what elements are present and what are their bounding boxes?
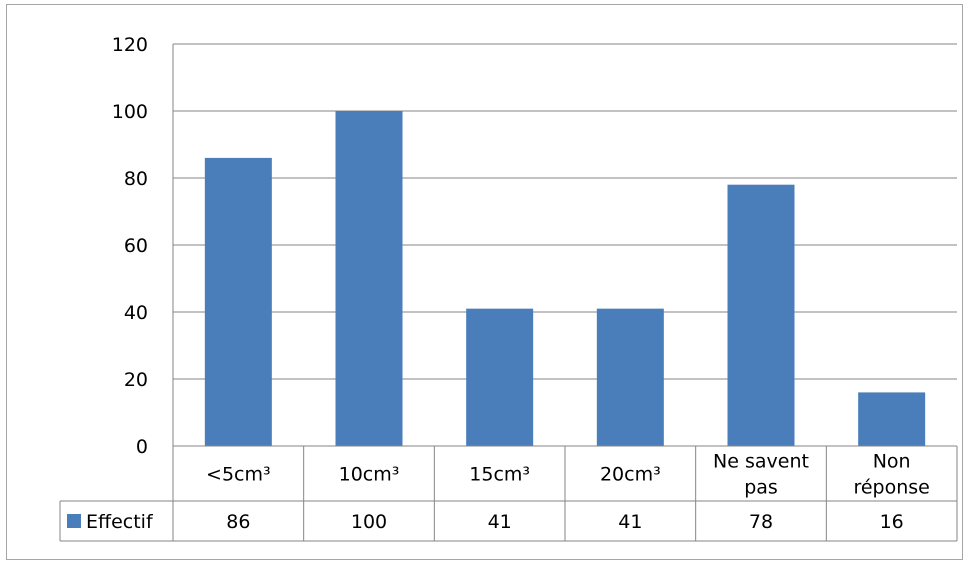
category-label: 15cm³ bbox=[469, 464, 530, 486]
y-tick-label: 120 bbox=[112, 34, 148, 56]
y-tick-label: 60 bbox=[124, 235, 148, 257]
y-tick-label: 20 bbox=[124, 369, 148, 391]
data-value: 16 bbox=[880, 511, 904, 533]
y-tick-label: 80 bbox=[124, 168, 148, 190]
bar bbox=[727, 184, 795, 446]
data-value: 86 bbox=[226, 511, 250, 533]
data-table: <5cm³ 10cm³ 15cm³ 20cm³ Ne savent pas Non répon… bbox=[59, 44, 958, 542]
legend-series-name: Effectif bbox=[86, 511, 154, 533]
category-label: <5cm³ bbox=[206, 464, 271, 486]
bar bbox=[466, 308, 534, 446]
data-value: 78 bbox=[749, 511, 773, 533]
category-label: réponse bbox=[853, 477, 929, 499]
bar bbox=[858, 392, 926, 446]
data-value: 41 bbox=[618, 511, 642, 533]
data-value: 100 bbox=[351, 511, 387, 533]
data-value: 41 bbox=[488, 511, 512, 533]
bar bbox=[204, 157, 272, 446]
y-tick-label: 0 bbox=[136, 436, 148, 458]
y-tick-label: 40 bbox=[124, 302, 148, 324]
gridlines bbox=[173, 43, 957, 380]
bar bbox=[596, 308, 664, 446]
bars bbox=[204, 111, 926, 446]
y-axis-ticks: 0 20 40 60 80 100 120 bbox=[112, 34, 148, 458]
y-tick-label: 100 bbox=[112, 101, 148, 123]
category-label: 20cm³ bbox=[600, 464, 661, 486]
category-label: Non bbox=[873, 451, 911, 473]
chart-frame bbox=[6, 4, 963, 560]
legend-swatch bbox=[67, 514, 81, 528]
category-label: pas bbox=[744, 477, 778, 499]
category-label: Ne savent bbox=[713, 451, 809, 473]
bar bbox=[335, 111, 403, 446]
category-label: 10cm³ bbox=[339, 464, 400, 486]
